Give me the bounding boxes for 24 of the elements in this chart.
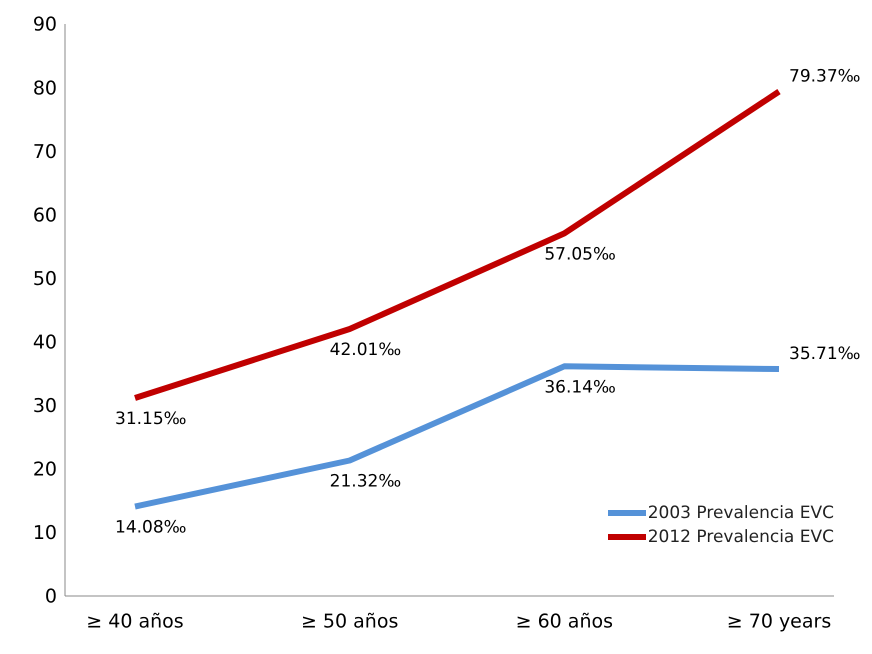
y-tick-label: 0	[44, 586, 57, 608]
y-tick-label: 10	[32, 522, 57, 544]
data-label: 57.05‰	[544, 244, 616, 264]
data-label: 14.08‰	[115, 518, 186, 538]
legend-label: 2003 Prevalencia EVC	[648, 503, 834, 523]
data-label: 42.01‰	[330, 340, 402, 360]
y-tick-label: 20	[32, 458, 57, 481]
data-label: 79.37‰	[789, 66, 860, 87]
y-tick-label: 30	[32, 395, 57, 418]
x-tick-label: ≥ 40 años	[86, 610, 184, 632]
y-tick-label: 90	[32, 14, 57, 36]
y-tick-label: 40	[32, 332, 57, 354]
y-tick-label: 70	[32, 140, 57, 163]
y-tick-label: 60	[32, 204, 57, 226]
data-label: 21.32‰	[330, 472, 402, 492]
data-label: 36.14‰	[544, 377, 616, 398]
x-tick-label: ≥ 70 years	[726, 610, 832, 632]
y-tick-label: 50	[32, 268, 57, 290]
legend-label: 2012 Prevalencia EVC	[648, 527, 834, 547]
data-label: 35.71‰	[789, 344, 860, 364]
data-label: 31.15‰	[115, 409, 186, 430]
x-tick-label: ≥ 50 años	[300, 610, 398, 632]
x-tick-label: ≥ 60 años	[516, 610, 614, 632]
y-tick-label: 80	[32, 77, 57, 100]
